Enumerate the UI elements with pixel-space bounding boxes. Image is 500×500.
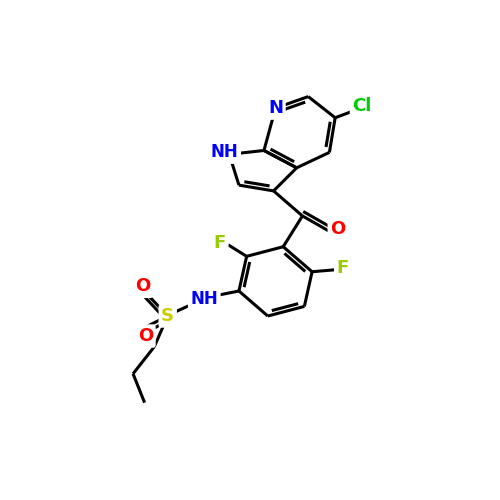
- Text: Cl: Cl: [352, 97, 372, 115]
- Text: S: S: [161, 307, 174, 325]
- Text: NH: NH: [211, 144, 238, 162]
- Text: O: O: [135, 278, 150, 295]
- Text: F: F: [337, 259, 349, 277]
- Text: O: O: [138, 327, 153, 345]
- Text: F: F: [214, 234, 226, 252]
- Text: NH: NH: [190, 290, 218, 308]
- Text: N: N: [268, 99, 283, 117]
- Text: O: O: [330, 220, 345, 238]
